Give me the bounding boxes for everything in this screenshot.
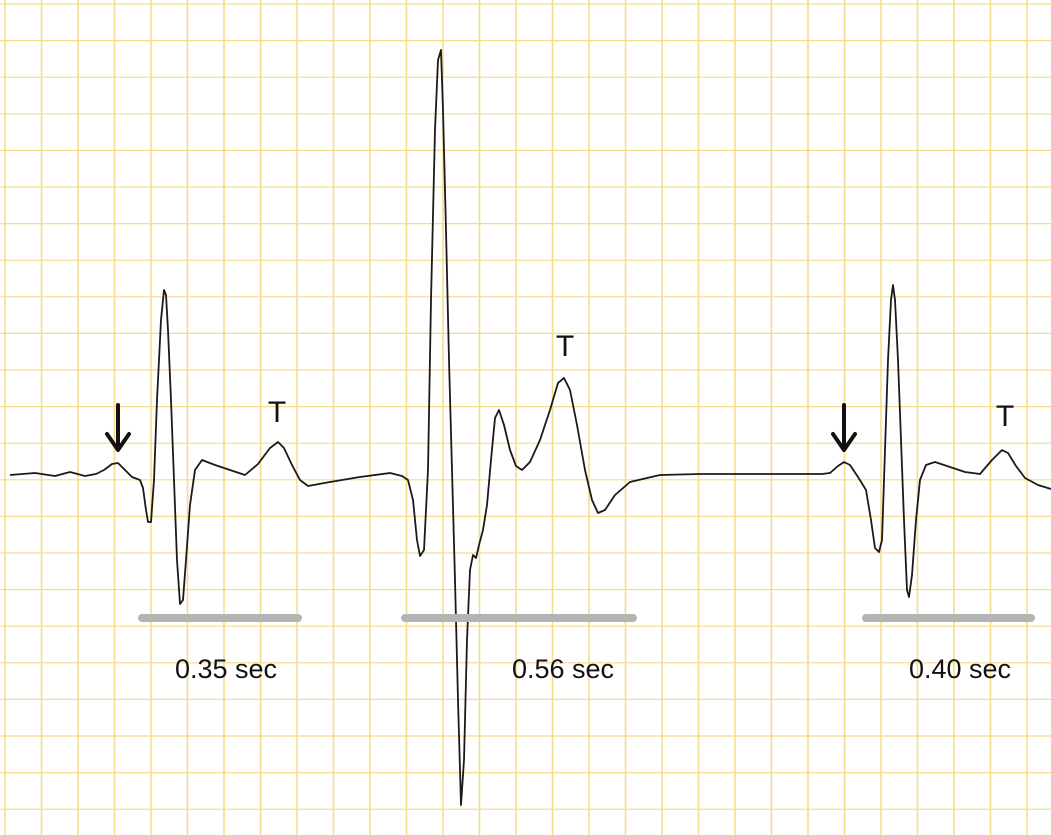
t-wave-label: T (268, 396, 286, 429)
t-wave-label: T (996, 400, 1014, 433)
interval-label: 0.35 sec (175, 654, 277, 684)
interval-label: 0.40 sec (909, 654, 1011, 684)
t-wave-label: T (556, 330, 574, 363)
ecg-trace (9, 49, 1051, 806)
down-arrow-icon (831, 403, 857, 452)
down-arrow-icon (105, 403, 131, 452)
interval-label: 0.56 sec (512, 654, 614, 684)
